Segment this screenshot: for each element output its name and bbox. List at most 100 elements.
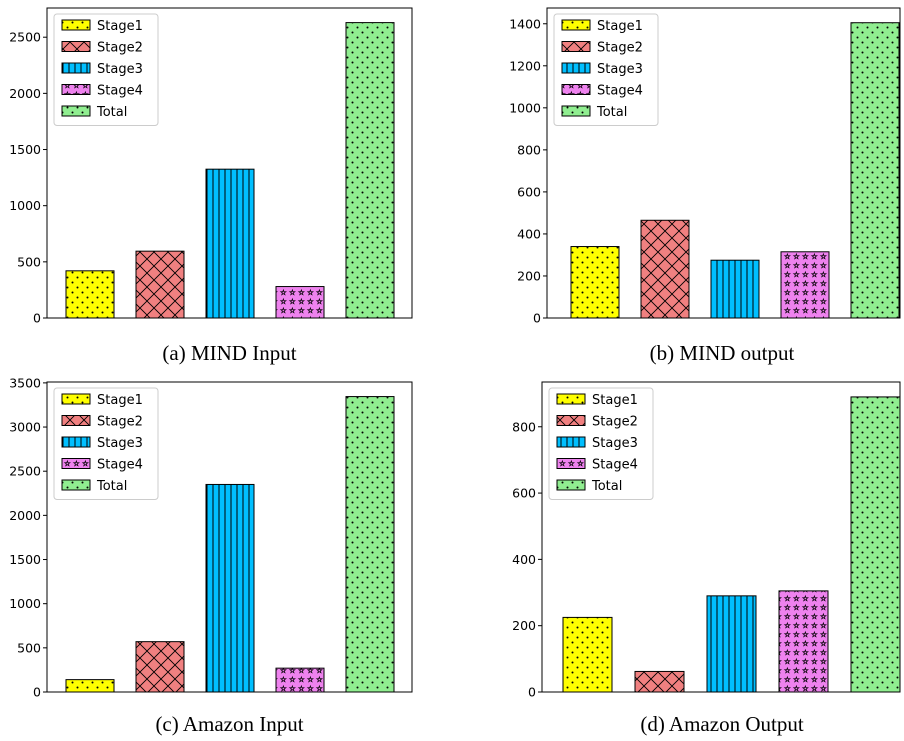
y-tick-label: 1500 <box>9 142 41 157</box>
y-axis-ticks: 0 200 400 600 800 <box>512 419 542 700</box>
bar-hatch-stage3 <box>710 259 760 319</box>
y-tick-label: 500 <box>17 640 41 655</box>
y-tick-label: 2000 <box>9 508 41 523</box>
legend-label: Stage2 <box>97 415 143 430</box>
legend-label: Total <box>96 479 127 494</box>
bar-hatch-stage4 <box>275 667 325 693</box>
legend-swatch-hatch <box>61 458 91 469</box>
y-tick-label: 500 <box>17 254 41 269</box>
legend-label: Stage1 <box>597 19 643 34</box>
bar-hatch-total <box>345 396 395 693</box>
legend-label: Stage2 <box>97 41 143 56</box>
legend-label: Stage3 <box>97 62 143 77</box>
legend-swatch-hatch <box>61 19 91 31</box>
legend: Stage1 Stage2 Stage3 Stage4 Total <box>53 387 159 500</box>
bar-hatch-stage2 <box>640 219 690 319</box>
bar-hatch-stage1 <box>65 270 115 319</box>
y-tick-label: 2500 <box>9 464 41 479</box>
legend-label: Total <box>596 105 627 120</box>
legend-label: Stage3 <box>597 62 643 77</box>
y-tick-label: 1000 <box>509 100 541 115</box>
y-tick-label: 200 <box>517 268 541 283</box>
y-tick-label: 600 <box>517 184 541 199</box>
bar-hatch-stage2 <box>634 670 685 693</box>
legend-swatch-hatch <box>561 41 591 52</box>
legend-swatch-hatch <box>61 41 91 52</box>
legend-swatch-hatch <box>61 62 91 74</box>
legend-label: Stage1 <box>592 393 638 408</box>
legend-swatch-hatch <box>561 19 591 31</box>
y-tick-label: 1200 <box>509 58 541 73</box>
y-tick-label: 0 <box>528 685 536 700</box>
y-tick-label: 1400 <box>509 16 541 31</box>
y-tick-label: 0 <box>33 685 41 700</box>
legend-label: Stage1 <box>97 393 143 408</box>
y-tick-label: 1500 <box>9 552 41 567</box>
y-tick-label: 2000 <box>9 86 41 101</box>
y-tick-label: 2500 <box>9 30 41 45</box>
legend-label: Stage2 <box>597 41 643 56</box>
legend-swatch-hatch <box>61 393 91 405</box>
legend-label: Stage1 <box>97 19 143 34</box>
legend-swatch-hatch <box>61 105 91 117</box>
legend-swatch-hatch <box>556 458 586 469</box>
y-axis-ticks: 0 500 1000 1500 2000 2500 3000 3500 <box>9 375 47 700</box>
y-tick-label: 3000 <box>9 420 41 435</box>
bars <box>562 396 901 693</box>
y-tick-label: 800 <box>512 419 536 434</box>
legend-swatch-hatch <box>561 62 591 74</box>
y-tick-label: 800 <box>517 142 541 157</box>
y-tick-label: 1000 <box>9 596 41 611</box>
bars <box>570 22 900 319</box>
y-tick-label: 0 <box>533 311 541 326</box>
y-tick-label: 1000 <box>9 198 41 213</box>
y-tick-label: 400 <box>517 226 541 241</box>
bar-hatch-stage3 <box>205 168 255 319</box>
legend-swatch-hatch <box>556 479 586 491</box>
legend-swatch-hatch <box>61 415 91 426</box>
legend: Stage1 Stage2 Stage3 Stage4 Total <box>553 13 659 126</box>
caption-c: (c) Amazon Input <box>155 712 303 736</box>
caption-a: (a) MIND Input <box>162 341 296 365</box>
bar-hatch-stage2 <box>135 250 185 319</box>
y-tick-label: 600 <box>512 486 536 501</box>
legend: Stage1 Stage2 Stage3 Stage4 Total <box>53 13 159 126</box>
panel-d: 0 200 400 600 800 Stage1 Stage2 Stage3 Stage4 To… <box>512 381 901 736</box>
caption-d: (d) Amazon Output <box>640 712 803 736</box>
y-tick-label: 0 <box>33 311 41 326</box>
bar-hatch-total <box>850 396 901 693</box>
y-axis-ticks: 0 200 400 600 800 1000 1200 1400 <box>509 16 547 326</box>
bars <box>65 396 395 693</box>
legend-swatch-hatch <box>561 105 591 117</box>
legend-swatch-hatch <box>561 84 591 95</box>
legend-swatch-hatch <box>61 479 91 491</box>
legend-label: Stage2 <box>592 415 638 430</box>
y-tick-label: 3500 <box>9 375 41 390</box>
legend-label: Stage4 <box>97 458 143 473</box>
bar-hatch-stage4 <box>780 251 830 319</box>
legend-swatch-hatch <box>61 84 91 95</box>
legend-swatch-hatch <box>556 415 586 426</box>
bar-hatch-total <box>850 22 900 319</box>
bar-hatch-total <box>345 22 395 319</box>
bar-hatch-stage2 <box>135 641 185 693</box>
y-tick-label: 200 <box>512 618 536 633</box>
legend-label: Total <box>96 105 127 120</box>
legend-label: Stage4 <box>597 84 643 99</box>
bar-hatch-stage3 <box>706 595 757 693</box>
bar-hatch-stage1 <box>562 616 613 693</box>
legend-label: Stage3 <box>592 436 638 451</box>
caption-b: (b) MIND output <box>650 341 795 365</box>
legend-swatch-hatch <box>556 436 586 448</box>
y-tick-label: 400 <box>512 552 536 567</box>
bar-hatch-stage4 <box>778 590 829 693</box>
bar-hatch-stage1 <box>65 679 115 693</box>
legend-label: Stage3 <box>97 436 143 451</box>
y-axis-ticks: 0 500 1000 1500 2000 2500 <box>9 30 47 326</box>
legend-label: Stage4 <box>97 84 143 99</box>
legend-swatch-hatch <box>61 436 91 448</box>
bar-hatch-stage3 <box>205 483 255 693</box>
